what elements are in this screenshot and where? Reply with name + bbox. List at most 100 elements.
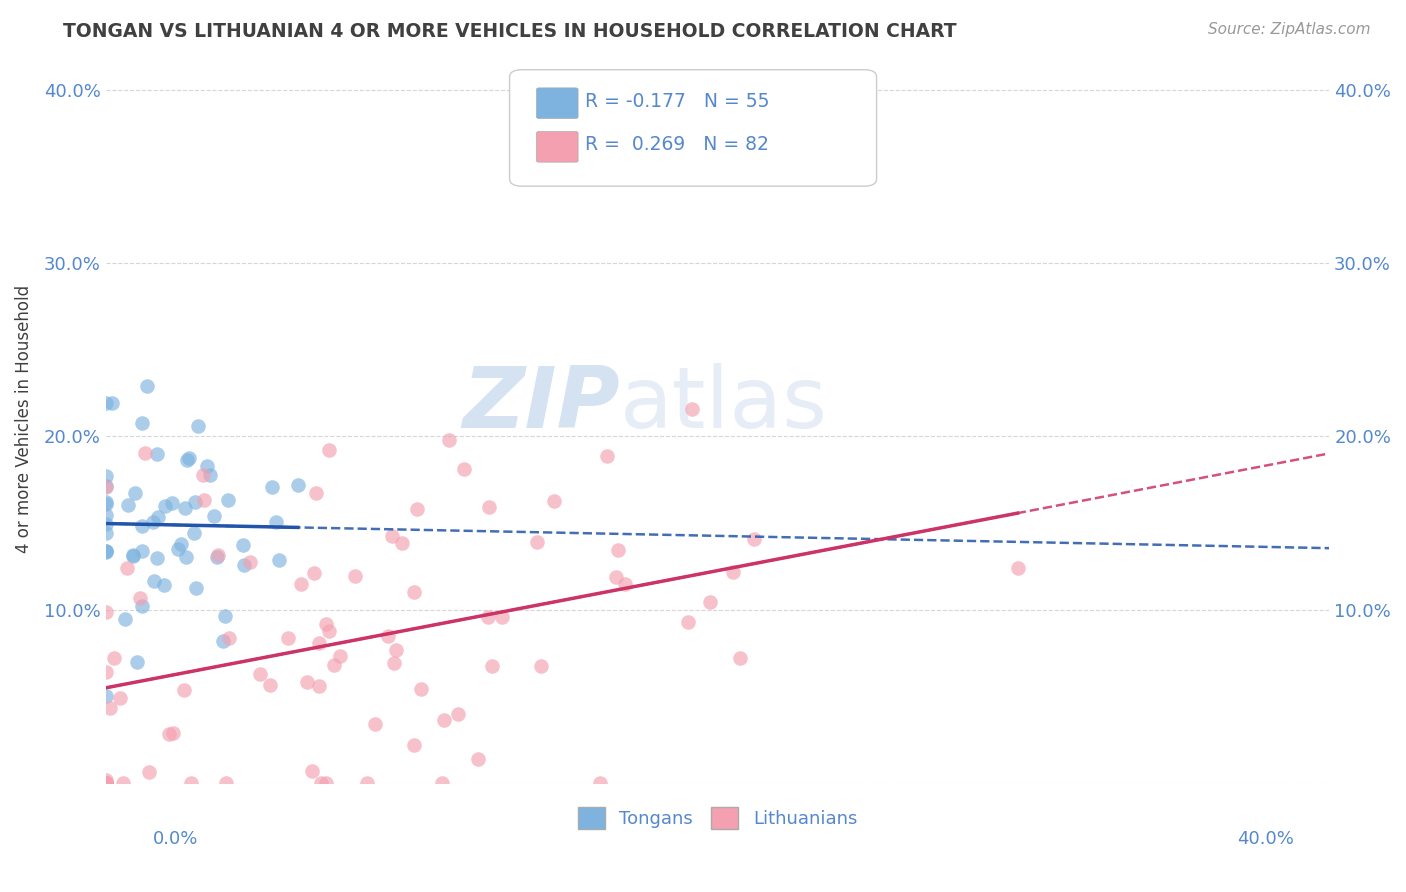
Y-axis label: 4 or more Vehicles in Household: 4 or more Vehicles in Household <box>15 285 32 553</box>
Point <box>315 776 337 790</box>
Point <box>218 493 240 508</box>
Point <box>173 682 195 697</box>
Point <box>260 479 283 493</box>
Point <box>491 609 513 624</box>
Point <box>728 651 751 665</box>
Point <box>606 543 628 558</box>
Point <box>596 449 619 463</box>
Point <box>437 433 460 447</box>
Point <box>94 469 117 483</box>
Point <box>385 643 408 657</box>
Legend: Tongans, Lithuanians: Tongans, Lithuanians <box>571 799 865 836</box>
Point <box>301 764 323 778</box>
Point <box>94 517 117 532</box>
Point <box>304 485 326 500</box>
Point <box>184 495 207 509</box>
Point <box>162 726 184 740</box>
Point <box>176 453 198 467</box>
Point <box>453 462 475 476</box>
Point <box>409 681 432 696</box>
Point <box>391 535 413 549</box>
Point <box>131 518 153 533</box>
Text: R = -0.177   N = 55: R = -0.177 N = 55 <box>585 92 770 112</box>
Point <box>287 478 309 492</box>
Point <box>699 595 721 609</box>
Point <box>308 636 330 650</box>
Point <box>249 667 271 681</box>
Text: Source: ZipAtlas.com: Source: ZipAtlas.com <box>1208 22 1371 37</box>
Point <box>153 578 176 592</box>
Point <box>94 605 117 619</box>
Point <box>231 538 253 552</box>
Point <box>94 776 117 790</box>
Point <box>146 510 169 524</box>
Point <box>180 776 202 790</box>
Point <box>94 543 117 558</box>
Point <box>588 776 610 790</box>
Point <box>94 776 117 790</box>
Point <box>142 516 165 530</box>
FancyBboxPatch shape <box>537 132 578 162</box>
Text: TONGAN VS LITHUANIAN 4 OR MORE VEHICLES IN HOUSEHOLD CORRELATION CHART: TONGAN VS LITHUANIAN 4 OR MORE VEHICLES … <box>63 22 957 41</box>
Point <box>131 599 153 614</box>
Point <box>259 678 281 692</box>
Point <box>467 752 489 766</box>
Point <box>446 707 468 722</box>
Point <box>94 776 117 790</box>
Point <box>207 549 229 563</box>
Point <box>382 656 405 670</box>
Point <box>142 574 165 588</box>
Point <box>481 659 503 673</box>
Point <box>134 446 156 460</box>
Point <box>433 714 456 728</box>
Point <box>155 500 177 514</box>
Point <box>101 396 124 410</box>
Point <box>124 486 146 500</box>
Point <box>183 526 205 541</box>
Point <box>114 612 136 626</box>
Point <box>103 651 125 665</box>
Point <box>94 494 117 508</box>
Point <box>202 508 225 523</box>
Point <box>290 576 312 591</box>
Point <box>94 396 117 410</box>
Point <box>1007 560 1029 574</box>
Point <box>214 776 236 790</box>
Point <box>176 550 198 565</box>
FancyBboxPatch shape <box>509 70 876 186</box>
Point <box>678 615 700 629</box>
Text: atlas: atlas <box>620 363 828 446</box>
Text: ZIP: ZIP <box>463 363 620 446</box>
Point <box>121 548 143 562</box>
Point <box>605 570 627 584</box>
Point <box>406 501 429 516</box>
Point <box>131 417 153 431</box>
Point <box>179 450 201 465</box>
Point <box>218 631 240 645</box>
FancyBboxPatch shape <box>537 88 578 119</box>
Point <box>138 764 160 779</box>
Point <box>264 516 287 530</box>
Point <box>94 544 117 558</box>
Text: R =  0.269   N = 82: R = 0.269 N = 82 <box>585 136 769 154</box>
Point <box>94 776 117 790</box>
Point <box>160 496 183 510</box>
Point <box>344 569 367 583</box>
Point <box>157 727 180 741</box>
Point <box>94 776 117 790</box>
Point <box>94 665 117 679</box>
Text: 0.0%: 0.0% <box>153 830 198 847</box>
Point <box>129 591 152 605</box>
Point <box>318 442 340 457</box>
Point <box>166 541 188 556</box>
Point <box>115 561 138 575</box>
Point <box>187 418 209 433</box>
Point <box>195 459 218 474</box>
Point <box>311 776 333 790</box>
Point <box>329 649 352 664</box>
Point <box>193 467 215 482</box>
Point <box>169 537 191 551</box>
Point <box>322 657 344 672</box>
Point <box>205 549 228 564</box>
Point <box>214 608 236 623</box>
